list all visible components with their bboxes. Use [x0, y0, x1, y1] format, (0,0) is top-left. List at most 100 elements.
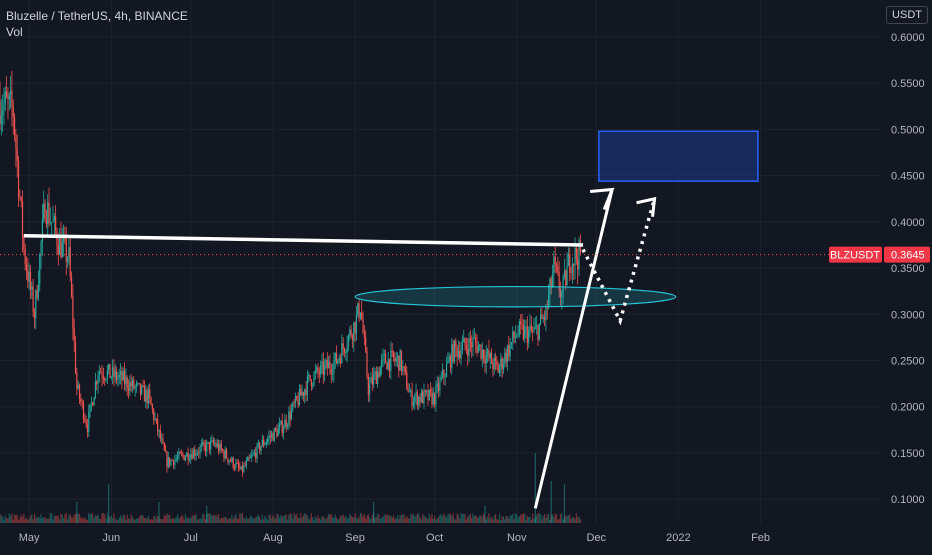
candle-body [277, 428, 279, 437]
candle-body [371, 377, 373, 385]
x-tick-label: Nov [507, 532, 527, 544]
volume-bar [241, 513, 244, 523]
candle-body [45, 220, 47, 225]
volume-bar [528, 517, 530, 523]
candle-body [312, 384, 314, 386]
volume-bar [236, 518, 238, 523]
volume-bar [104, 514, 106, 523]
volume-bars [0, 453, 581, 523]
volume-bar [74, 513, 77, 523]
volume-spike [76, 502, 78, 523]
candle-body [267, 439, 269, 443]
volume-bar [55, 516, 57, 523]
candle-body [112, 367, 114, 377]
volume-bar [416, 514, 418, 523]
candle-body [416, 391, 418, 406]
candle-body [435, 386, 437, 405]
volume-bar [428, 514, 430, 523]
candle-body [202, 442, 204, 445]
volume-bar [256, 516, 258, 523]
candle-body [102, 376, 104, 379]
volume-bar [326, 517, 328, 523]
volume-bar [195, 514, 197, 523]
volume-bar [19, 517, 21, 523]
candle-body [278, 423, 281, 429]
volume-bar [253, 518, 255, 523]
candle-body [19, 196, 21, 198]
candle-body [480, 344, 482, 359]
volume-bar [498, 513, 501, 523]
candle-body [463, 338, 465, 343]
candle-body [183, 455, 185, 461]
candle-body [430, 389, 432, 392]
candle-body [402, 366, 404, 371]
volume-bar [524, 514, 526, 523]
volume-bar [439, 514, 441, 523]
candle-body [359, 312, 361, 319]
candle-body [445, 363, 448, 377]
candle-body [232, 457, 234, 468]
volume-bar [472, 513, 474, 523]
candle-body [346, 346, 348, 353]
candle-body [125, 377, 127, 384]
candle-body [47, 202, 49, 225]
volume-bar [56, 515, 58, 523]
trend-arrowhead [590, 187, 615, 211]
candle-body [400, 350, 403, 371]
volume-bar [370, 518, 372, 523]
x-tick-label: Aug [263, 532, 283, 544]
volume-bar [574, 518, 576, 523]
candle-body [142, 385, 144, 387]
volume-bar [51, 513, 53, 523]
candle-body [516, 335, 518, 337]
candle-body [526, 326, 528, 343]
candle-body [375, 371, 377, 384]
candle-body [443, 370, 445, 377]
candle-body [275, 428, 277, 430]
candle-body [514, 336, 517, 339]
candle-body [135, 383, 138, 387]
volume-bar [430, 517, 432, 523]
volume-bar [43, 517, 45, 523]
candle-body [2, 111, 4, 116]
grid [0, 0, 882, 523]
volume-bar [157, 515, 159, 523]
candle-body [381, 359, 383, 367]
volume-bar [170, 518, 172, 523]
candle-body [370, 377, 372, 384]
candle-body [268, 436, 270, 440]
candle-body [551, 274, 554, 287]
volume-bar [11, 513, 13, 523]
candle-body [439, 380, 441, 391]
candle-body [20, 197, 22, 202]
candle-body [301, 392, 303, 396]
volume-bar [297, 517, 299, 523]
volume-bar [573, 517, 575, 523]
candle-body [150, 397, 152, 406]
volume-bar [391, 517, 393, 523]
candle-body [351, 335, 354, 341]
volume-spike [206, 505, 208, 523]
volume-bar [516, 514, 518, 523]
volume-bar [113, 513, 115, 523]
candle-body [410, 390, 412, 392]
volume-bar [239, 513, 241, 523]
volume-bar [559, 514, 562, 523]
volume-bar [225, 517, 228, 523]
candle-body [374, 371, 376, 375]
volume-bar [77, 513, 79, 523]
candle-body [203, 442, 205, 446]
volume-bar [178, 518, 180, 523]
volume-bar [40, 514, 42, 523]
candle-body [149, 389, 151, 398]
currency-button[interactable]: USDT [886, 6, 928, 24]
trend-arrow [533, 189, 614, 509]
candle-body [154, 418, 156, 420]
candle-body [172, 460, 175, 466]
volume-bar [285, 514, 287, 523]
candle-body [550, 278, 552, 287]
volume-bar [512, 514, 514, 523]
candle-body [481, 349, 483, 359]
